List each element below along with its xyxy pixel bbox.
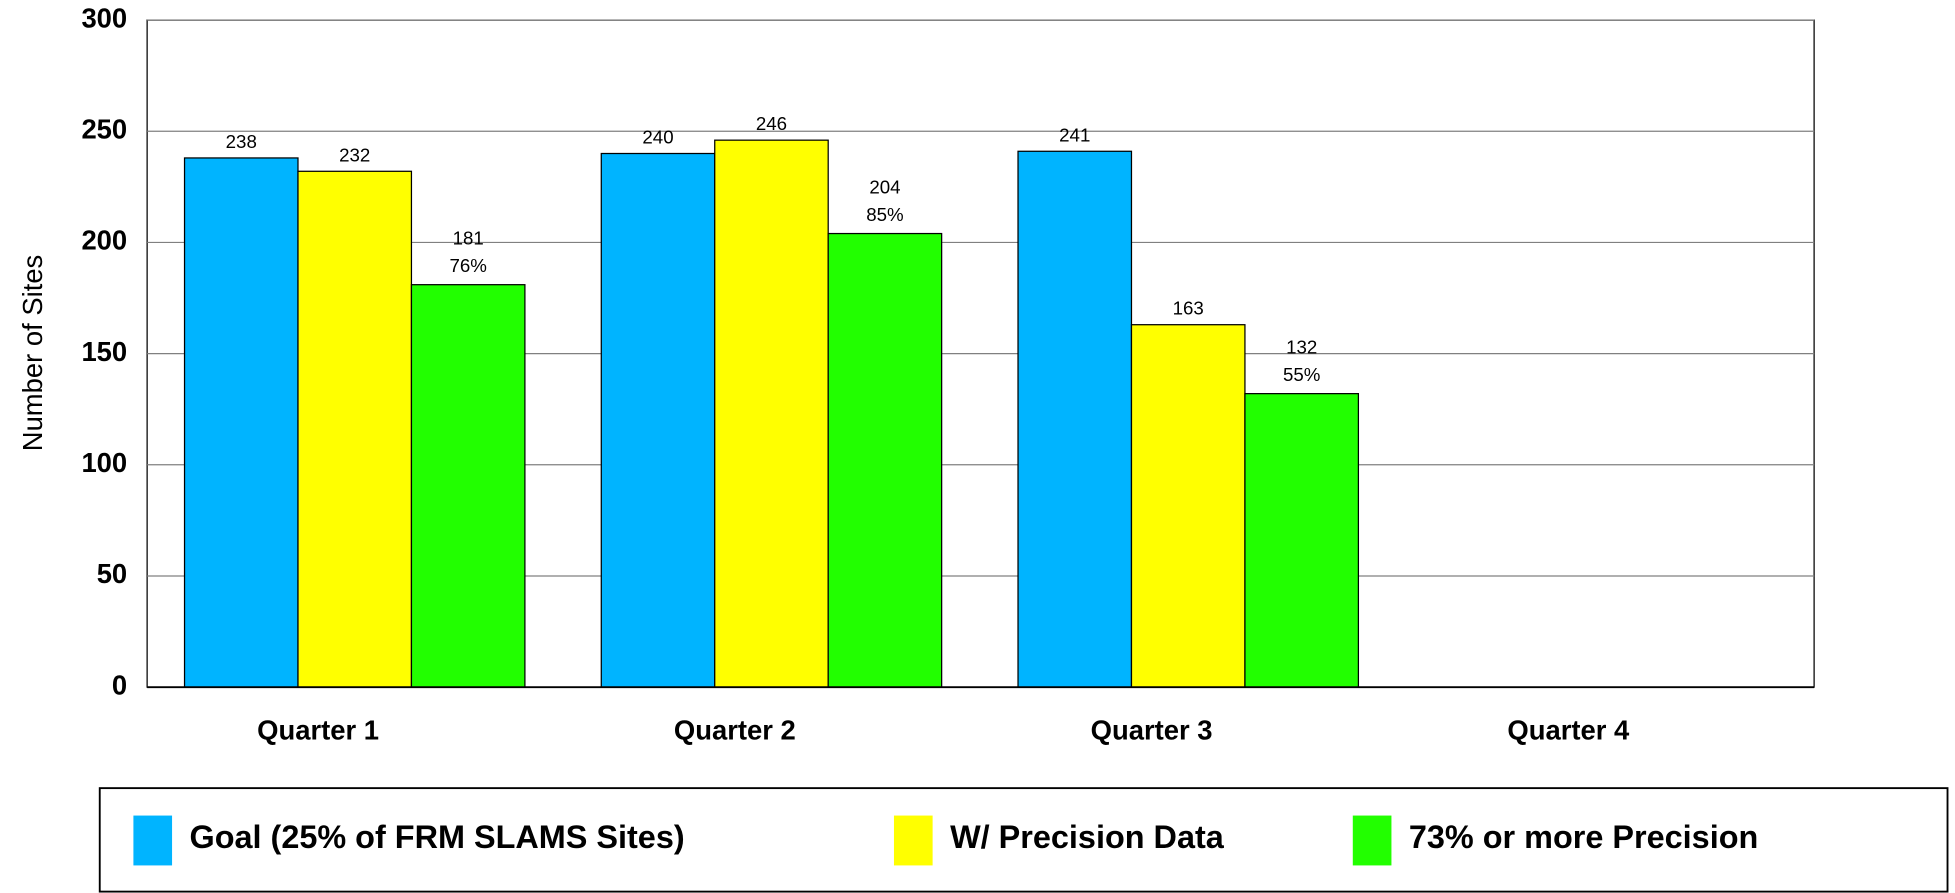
y-tick-label: 0 (112, 669, 127, 700)
data-label: 204 (869, 177, 900, 198)
data-label: 132 (1286, 337, 1317, 358)
bar (297, 170, 413, 688)
bar (1244, 393, 1360, 688)
bar (1130, 324, 1246, 688)
data-label: 163 (1173, 298, 1204, 319)
x-tick-label: Quarter 1 (257, 714, 379, 745)
x-tick-label: Quarter 4 (1507, 714, 1630, 745)
bar (827, 232, 943, 688)
data-label: 240 (642, 126, 673, 147)
y-tick-label: 50 (97, 558, 127, 589)
y-tick-label: 300 (81, 2, 127, 33)
bar (1017, 150, 1133, 688)
x-tick-label: Quarter 3 (1091, 714, 1213, 745)
legend-label: W/ Precision Data (950, 819, 1225, 855)
data-label: 232 (339, 144, 370, 165)
percent-label: 76% (449, 255, 486, 276)
y-tick-label: 200 (81, 225, 127, 256)
bar (410, 284, 526, 688)
y-tick-label: 150 (81, 336, 127, 367)
data-label: 181 (453, 228, 484, 249)
bar (714, 139, 829, 688)
x-tick-label: Quarter 2 (674, 714, 796, 745)
percent-label: 55% (1283, 364, 1320, 385)
legend-label: Goal (25% of FRM SLAMS Sites) (190, 819, 685, 855)
legend-swatch (133, 815, 173, 866)
y-tick-label: 250 (81, 114, 127, 145)
y-axis-title: Number of Sites (17, 255, 48, 452)
legend-swatch (893, 815, 933, 866)
data-label: 246 (756, 113, 787, 134)
percent-label: 85% (866, 204, 903, 225)
y-tick-label: 100 (81, 447, 127, 478)
bar (600, 152, 716, 688)
bar (183, 157, 299, 688)
legend-label: 73% or more Precision (1409, 819, 1758, 855)
legend-swatch (1352, 815, 1392, 866)
data-label: 241 (1059, 124, 1090, 145)
legend-box (98, 787, 1949, 893)
data-label: 238 (226, 131, 257, 152)
